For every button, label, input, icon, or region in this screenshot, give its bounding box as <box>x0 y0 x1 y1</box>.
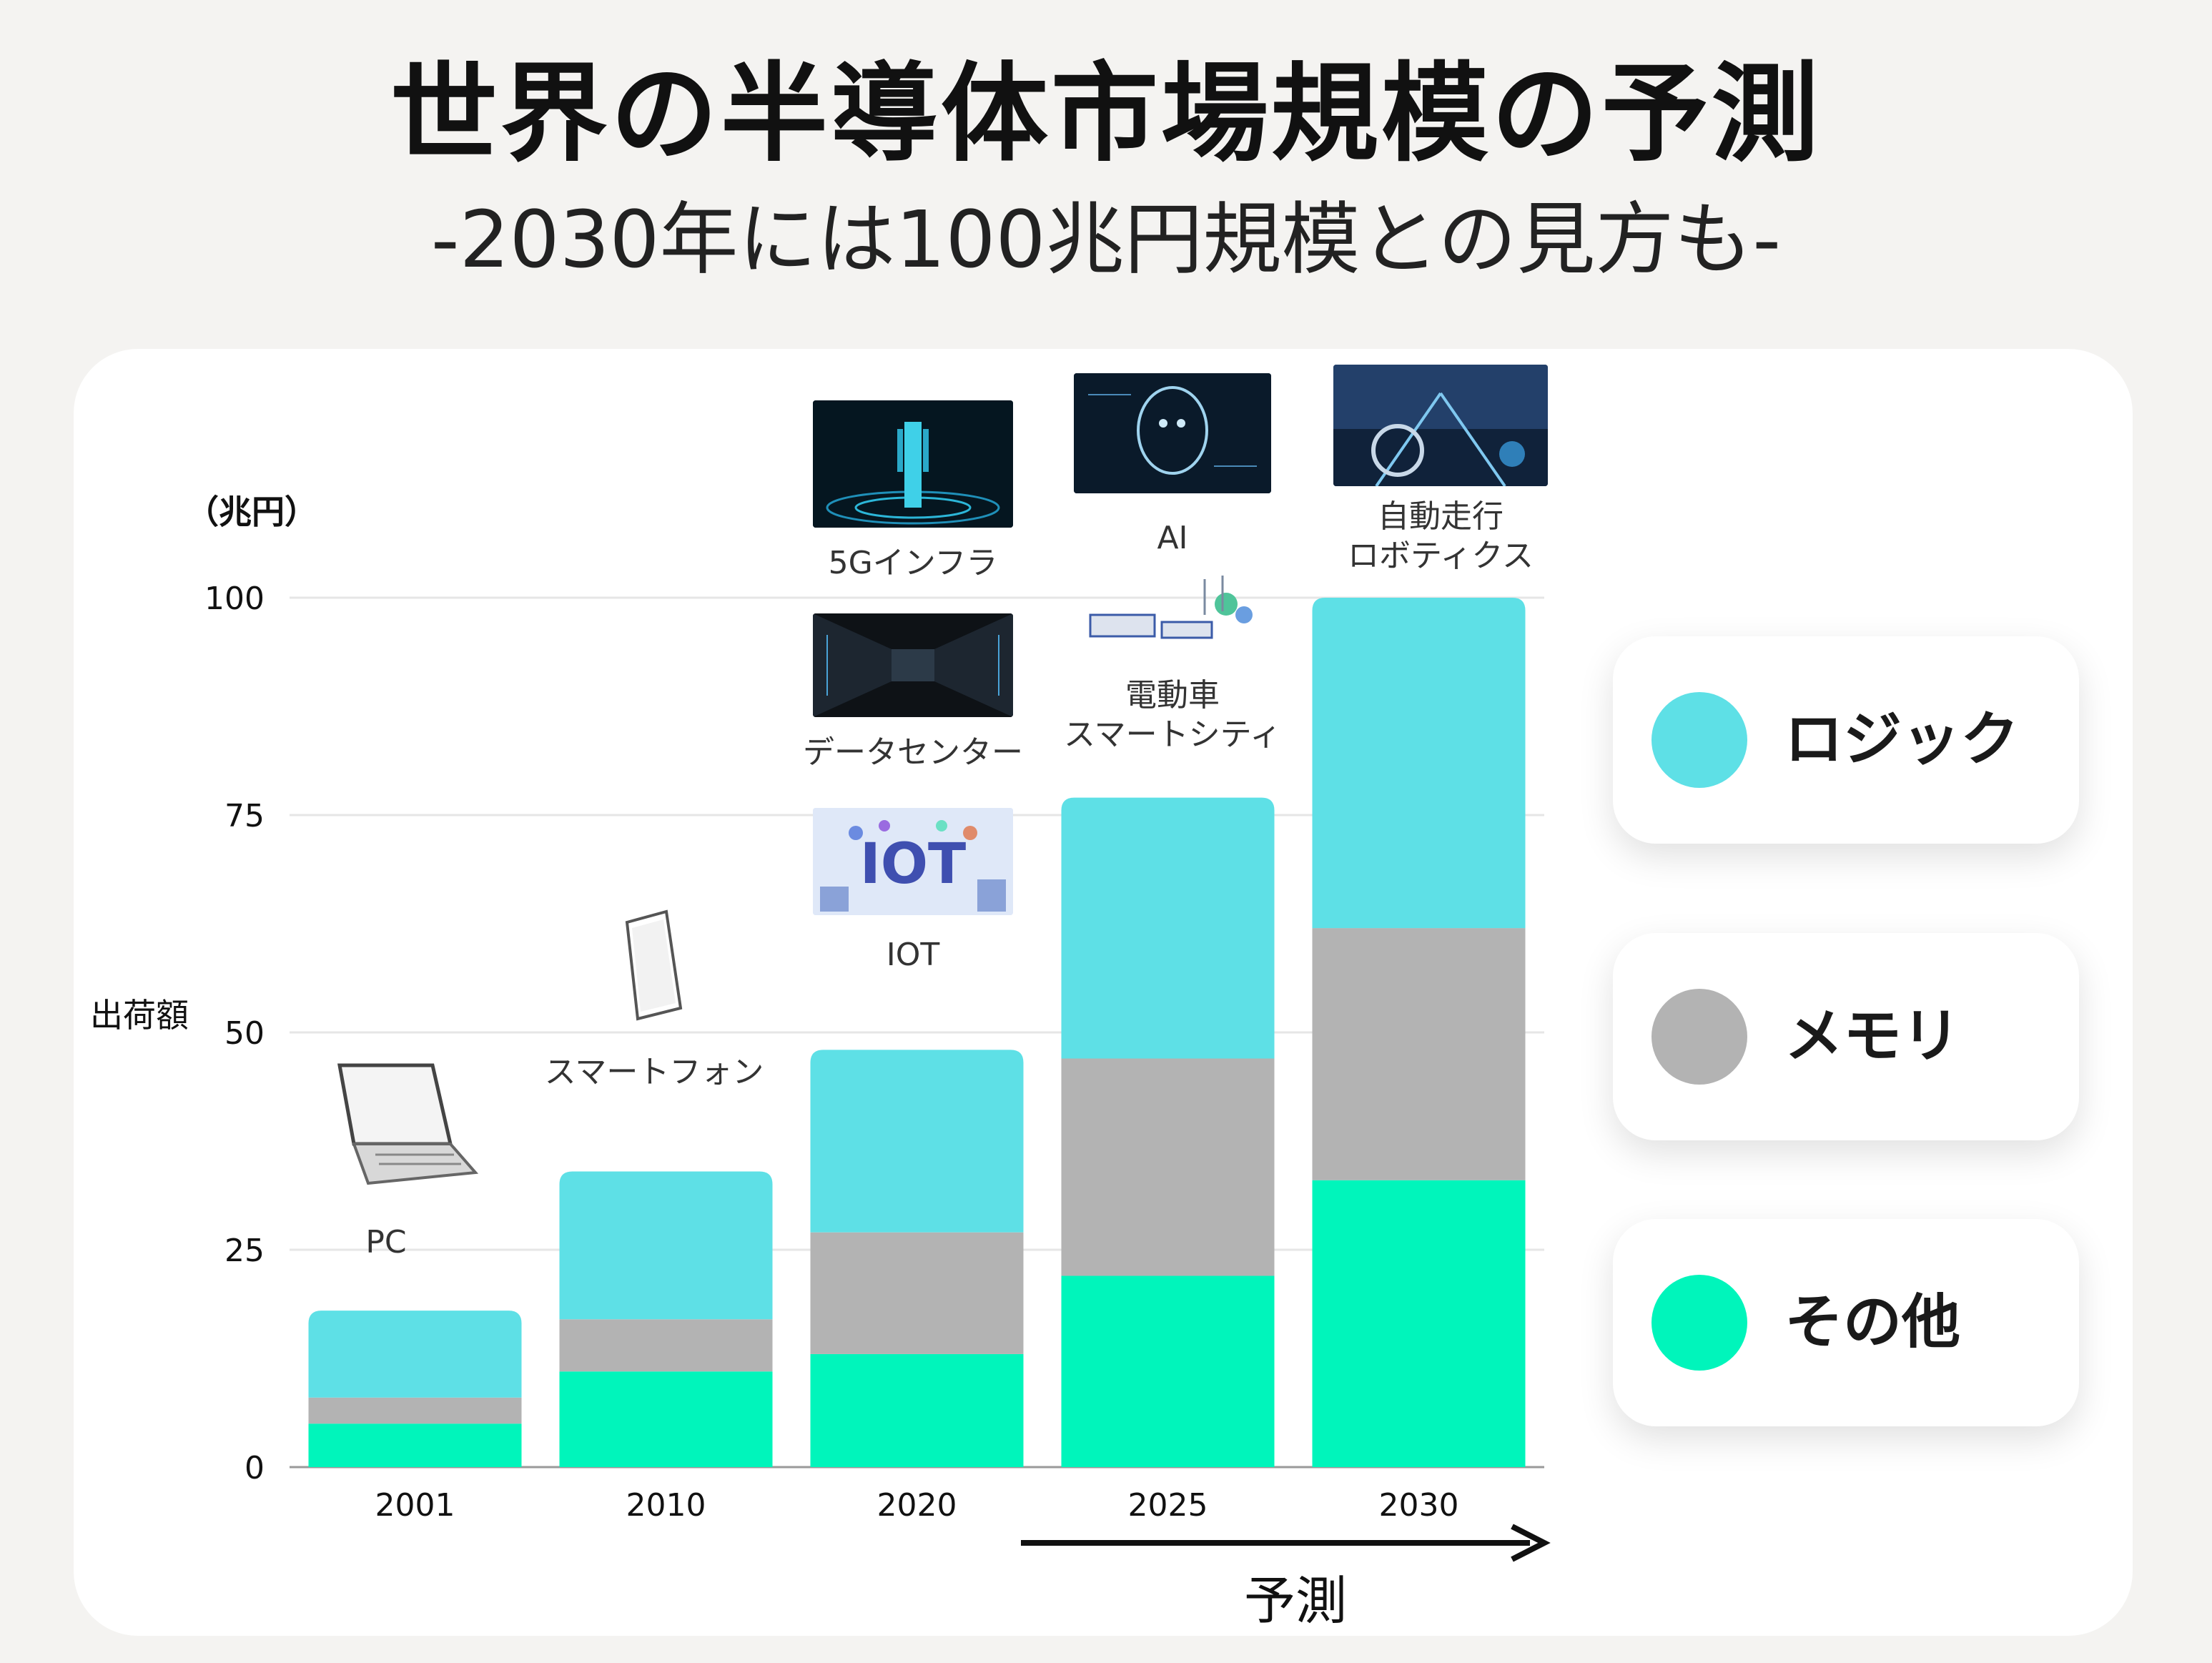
page-subtitle: -2030年には100兆円規模との見方も- <box>430 194 1782 285</box>
legend-item-logic: ロジック <box>1613 636 2079 844</box>
bar-segment <box>810 1353 1024 1467</box>
legend-swatch-memory <box>1651 989 1747 1085</box>
annotation-pc: PC <box>365 1224 407 1260</box>
x-tick-label: 2030 <box>1379 1487 1459 1524</box>
x-tick-label: 2025 <box>1128 1487 1208 1524</box>
5g-infra-image <box>813 400 1013 528</box>
annotation-auto-line2: ロボティクス <box>1347 538 1534 574</box>
iot-image: IOT <box>813 808 1013 915</box>
laptop-icon <box>325 1058 479 1194</box>
bar-segment <box>308 1397 522 1424</box>
svg-text:IOT: IOT <box>860 832 967 897</box>
smartphone-icon <box>616 908 688 1022</box>
annotation-ev-line2: スマートシティ <box>1063 716 1282 753</box>
bar-segment <box>308 1423 522 1467</box>
legend-label-logic: ロジック <box>1784 706 2020 774</box>
annotation-ai: AI <box>1157 520 1188 556</box>
forecast-arrowhead <box>1511 1524 1551 1562</box>
bar-segment <box>559 1371 773 1467</box>
y-tick-label: 100 <box>204 581 265 617</box>
bar-segment <box>1061 797 1275 1059</box>
forecast-label: 予測 <box>1244 1571 1348 1631</box>
y-tick-label: 75 <box>224 798 265 834</box>
bar-segment <box>810 1232 1024 1354</box>
bar-segment <box>810 1050 1024 1233</box>
bar-segment <box>1312 598 1526 929</box>
annotation-5g: 5Gインフラ <box>828 545 998 581</box>
legend-item-memory: メモリ <box>1613 933 2079 1140</box>
annotation-smartphone: スマートフォン <box>544 1054 764 1090</box>
legend-swatch-logic <box>1651 692 1747 788</box>
y-tick-label: 50 <box>224 1015 265 1052</box>
bar-segment <box>308 1311 522 1398</box>
annotation-iot: IOT <box>886 937 940 973</box>
annotation-auto-line1: 自動走行 <box>1378 498 1504 535</box>
y-tick-label: 25 <box>224 1233 265 1269</box>
bar-segment <box>1312 1180 1526 1467</box>
y-tick-label: 0 <box>245 1450 265 1486</box>
ai-image <box>1074 373 1271 493</box>
legend-swatch-other <box>1651 1275 1747 1371</box>
bar-segment <box>1061 1058 1275 1276</box>
datacenter-image <box>813 613 1013 717</box>
x-tick-label: 2010 <box>626 1487 706 1524</box>
autonomous-driving-image <box>1333 365 1548 486</box>
legend-label-memory: メモリ <box>1784 1002 1961 1070</box>
annotation-ev-line1: 電動車 <box>1125 677 1220 714</box>
legend-item-other: その他 <box>1613 1219 2079 1426</box>
legend-label-other: その他 <box>1784 1288 1961 1356</box>
x-tick-label: 2001 <box>375 1487 455 1524</box>
bar-segment <box>1312 928 1526 1180</box>
x-tick-label: 2020 <box>877 1487 957 1524</box>
bar-segment <box>559 1171 773 1320</box>
ev-smartcity-image <box>1083 572 1262 665</box>
page-title: 世界の半導体市場規模の予測 <box>390 52 1822 177</box>
y-unit-label: （兆円） <box>186 493 317 531</box>
bar-segment <box>559 1319 773 1372</box>
annotation-datacenter: データセンター <box>803 734 1023 771</box>
y-axis-title: 出荷額 <box>90 996 189 1035</box>
bar-segment <box>1061 1275 1275 1467</box>
